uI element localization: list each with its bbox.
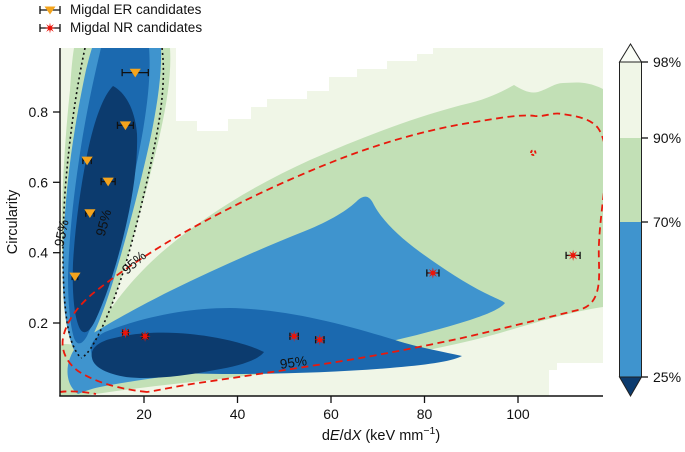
colorbar-segment-green [619,138,642,222]
nr-95-contour [61,112,603,393]
colorbar-upper-arrow [618,43,643,63]
nr-95-contour-speck [530,149,537,156]
er-marker-icon [39,6,61,15]
data-points [69,68,581,346]
x-tick-40: 40 [230,406,246,422]
y-tick-02: 0.2 [29,315,49,331]
region-navy-central [91,332,264,379]
nr-candidate-point [119,327,132,339]
colorbar-segment-blue [619,222,642,377]
x-tick-100: 100 [506,406,530,422]
colorbar-label-98: 98% [653,54,681,70]
x-tick-20: 20 [136,406,152,422]
x-axis-tick-labels: 20 40 60 80 100 [136,406,530,422]
er-candidate-point [69,272,81,282]
nr-marker-icon [39,22,61,34]
nr-candidate-point [314,334,326,346]
contour-label-er-95-contour: 95% [93,208,114,238]
contour-lines [60,48,603,395]
y-tick-04: 0.4 [29,245,49,261]
legend: Migdal ER candidates Migdal NR candidate… [36,1,202,37]
er-candidate-point [119,121,132,131]
colorbar: 98% 90% 70% 25% [618,43,681,397]
er-candidate-point [129,68,141,78]
y-axis-ticks [53,111,60,324]
legend-label-er: Migdal ER candidates [70,2,202,17]
nr-candidate-point [288,330,300,342]
er-candidate-point [84,209,96,219]
contour-label-nr-95-contour: 95% [279,353,308,372]
er-candidate-point [81,156,93,166]
region-white-bottom-right [549,363,603,396]
x-axis-ticks [143,396,519,403]
nr-95-contour-bottom-arc [60,390,97,395]
er-95-contour-right [80,48,165,359]
colorbar-labels: 98% 90% 70% 25% [653,54,681,385]
nr-candidate-point [427,267,439,279]
region-navy-plume [72,86,138,333]
nr-candidate-point [139,330,151,342]
colorbar-label-70: 70% [653,214,681,230]
y-tick-08: 0.8 [29,104,49,120]
legend-label-nr: Migdal NR candidates [70,20,203,35]
nr-candidate-point [567,249,579,261]
x-axis-title: dE/dX (keV mm−1) [322,425,440,444]
contour-regions [60,48,603,396]
x-tick-60: 60 [323,406,339,422]
legend-item-er: Migdal ER candidates [36,1,202,19]
x-tick-80: 80 [417,406,433,422]
legend-item-nr: Migdal NR candidates [36,19,202,37]
er-95-contour-left [62,48,86,359]
er-candidate-point [102,177,114,187]
region-white-top [176,48,433,131]
contour-label-er-95-contour: 95% [51,218,71,248]
y-axis-tick-labels: 0.2 0.4 0.6 0.8 [29,104,49,331]
colorbar-label-90: 90% [653,130,681,146]
y-axis-title: Circularity [5,189,21,254]
colorbar-segment-pale [619,62,642,138]
colorbar-ticks [641,61,648,378]
colorbar-label-25: 25% [653,369,681,385]
colorbar-lower-arrow [618,376,643,397]
y-tick-06: 0.6 [29,174,49,190]
